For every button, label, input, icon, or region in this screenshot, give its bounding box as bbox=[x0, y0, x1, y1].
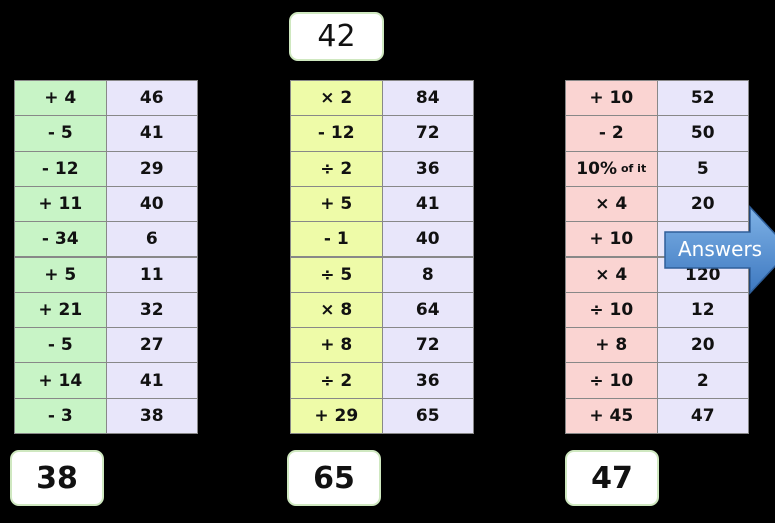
value-cell: 6 bbox=[105, 221, 198, 258]
arrow[interactable] bbox=[664, 205, 775, 295]
operation-cell: × 8 bbox=[290, 291, 383, 329]
value-cell: 84 bbox=[381, 80, 474, 117]
operation-cell: - 12 bbox=[14, 150, 107, 187]
value-cell: 29 bbox=[105, 150, 198, 187]
value-cell: 8 bbox=[381, 256, 474, 293]
operation-cell: × 4 bbox=[565, 256, 658, 293]
operation-cell: + 21 bbox=[14, 291, 107, 329]
operation-cell: - 12 bbox=[290, 115, 383, 152]
operation-cell: + 4 bbox=[14, 80, 107, 117]
operation-cell: + 8 bbox=[290, 327, 383, 364]
operation-cell: + 5 bbox=[14, 256, 107, 293]
result-box: 47 bbox=[565, 450, 659, 506]
operation-cell: ÷ 2 bbox=[290, 150, 383, 187]
value-cell: 72 bbox=[381, 327, 474, 364]
operation-cell: + 14 bbox=[14, 362, 107, 399]
operation-cell: + 10 bbox=[565, 221, 658, 258]
value-cell: 64 bbox=[381, 291, 474, 329]
button-label[interactable]: Answers bbox=[678, 237, 762, 261]
operation-text: 10% bbox=[576, 158, 617, 179]
operation-cell: - 1 bbox=[290, 221, 383, 258]
value-cell: 27 bbox=[105, 327, 198, 364]
operation-note: of it bbox=[621, 162, 647, 176]
operation-cell: - 2 bbox=[565, 115, 658, 152]
answers-button[interactable]: Answers bbox=[660, 200, 775, 300]
value-cell: 72 bbox=[381, 115, 474, 152]
operation-cell: × 4 bbox=[565, 185, 658, 223]
start-box: 42 bbox=[289, 12, 384, 61]
operation-cell: × 2 bbox=[290, 80, 383, 117]
value-cell: 41 bbox=[381, 185, 474, 223]
value-cell: 65 bbox=[381, 397, 474, 434]
value-cell: 40 bbox=[381, 221, 474, 258]
operation-cell: + 11 bbox=[14, 185, 107, 223]
result-box: 65 bbox=[287, 450, 381, 506]
value-cell: 20 bbox=[656, 185, 749, 223]
value-cell: 50 bbox=[656, 115, 749, 152]
operation-cell: - 3 bbox=[14, 397, 107, 434]
value-cell: 11 bbox=[105, 256, 198, 293]
operation-cell: + 10 bbox=[565, 80, 658, 117]
value-cell: 41 bbox=[105, 115, 198, 152]
operation-cell: - 34 bbox=[14, 221, 107, 258]
operation-cell: - 5 bbox=[14, 115, 107, 152]
value-cell: 47 bbox=[656, 397, 749, 434]
operation-cell: + 45 bbox=[565, 397, 658, 434]
operation-cell: ÷ 10 bbox=[565, 362, 658, 399]
value-cell: 41 bbox=[105, 362, 198, 399]
value-cell: 5 bbox=[656, 150, 749, 187]
value-cell: 2 bbox=[656, 362, 749, 399]
operation-cell: + 8 bbox=[565, 327, 658, 364]
result-box: 38 bbox=[10, 450, 104, 506]
value-cell: 46 bbox=[105, 80, 198, 117]
operation-cell: - 5 bbox=[14, 327, 107, 364]
value-cell: 36 bbox=[381, 362, 474, 399]
operation-cell: 10% of it bbox=[565, 150, 658, 187]
value-cell: 36 bbox=[381, 150, 474, 187]
operation-cell: + 29 bbox=[290, 397, 383, 434]
value-cell: 52 bbox=[656, 80, 749, 117]
value-cell: 38 bbox=[105, 397, 198, 434]
operation-cell: ÷ 2 bbox=[290, 362, 383, 399]
value-cell: 40 bbox=[105, 185, 198, 223]
operation-cell: ÷ 10 bbox=[565, 291, 658, 329]
operation-cell: + 5 bbox=[290, 185, 383, 223]
value-cell: 20 bbox=[656, 327, 749, 364]
value-cell: 32 bbox=[105, 291, 198, 329]
operation-cell: ÷ 5 bbox=[290, 256, 383, 293]
